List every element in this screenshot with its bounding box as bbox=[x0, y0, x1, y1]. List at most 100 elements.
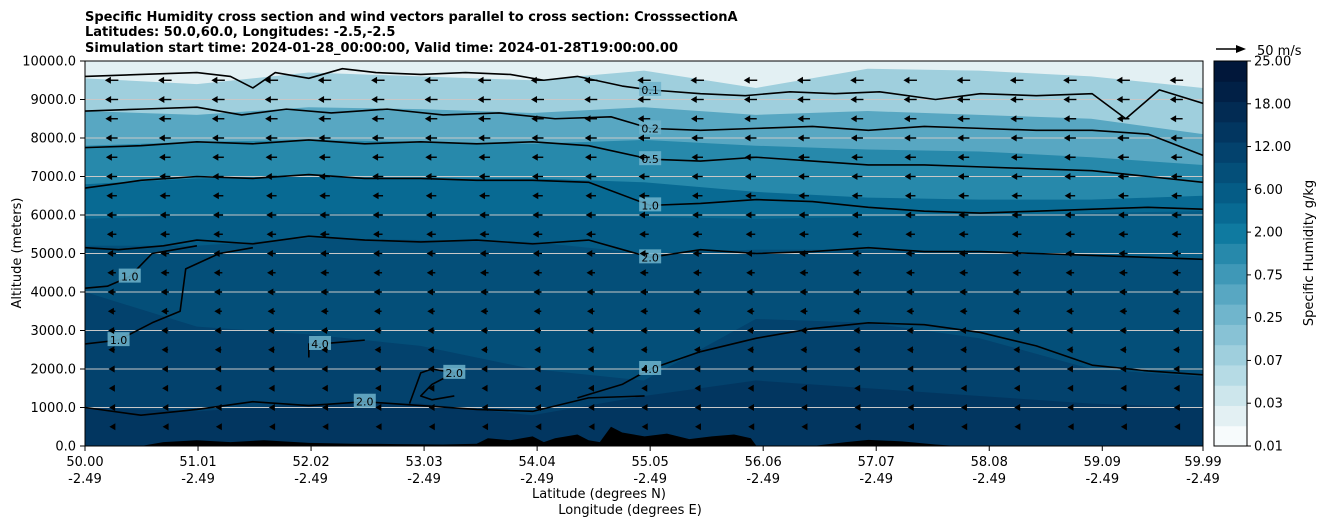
wind-vector-378 bbox=[104, 76, 119, 84]
wind-vector-376 bbox=[1116, 96, 1130, 103]
wind-vector-227 bbox=[1011, 230, 1022, 238]
contour-line-1 bbox=[85, 106, 1203, 157]
wind-vector-184 bbox=[959, 269, 968, 277]
wind-vector-138 bbox=[746, 307, 755, 315]
wind-vector-288 bbox=[904, 173, 916, 180]
wind-vector-370 bbox=[797, 96, 811, 103]
contour-label-bg-8 bbox=[309, 335, 332, 350]
y-tick-label-2: 2000.0 bbox=[31, 363, 77, 378]
wind-vector-58 bbox=[960, 384, 967, 392]
wind-vector-41 bbox=[1173, 404, 1180, 411]
title-line-3: Simulation start time: 2024-01-28_00:00:… bbox=[85, 41, 678, 56]
wind-vector-271 bbox=[1117, 192, 1129, 200]
contour-label-3: 1.0 bbox=[641, 199, 659, 212]
wind-vector-343 bbox=[478, 115, 491, 123]
wind-vector-69 bbox=[428, 365, 435, 373]
wind-vector-68 bbox=[374, 365, 381, 373]
wind-vector-372 bbox=[903, 96, 917, 103]
wind-vector-6 bbox=[428, 423, 435, 431]
wind-vector-77 bbox=[853, 365, 860, 373]
colorbar-tick-label-8: 18.00 bbox=[1254, 97, 1291, 112]
wind-vector-172 bbox=[320, 269, 329, 277]
wind-vector-373 bbox=[956, 96, 970, 103]
wind-vector-163 bbox=[959, 288, 968, 296]
wind-vector-150 bbox=[267, 288, 276, 296]
wind-vector-294 bbox=[105, 153, 118, 161]
wind-vector-391 bbox=[796, 76, 811, 84]
wind-vector-317 bbox=[212, 134, 225, 142]
wind-vector-225 bbox=[905, 230, 915, 238]
contour-label-bg-3 bbox=[639, 197, 662, 212]
x-tick-lat-6: 56.06 bbox=[745, 455, 782, 470]
wind-vector-125 bbox=[1172, 327, 1180, 334]
humidity-band-8 bbox=[85, 380, 1203, 446]
wind-vector-19 bbox=[1120, 423, 1127, 431]
wind-vector-367 bbox=[637, 96, 651, 103]
wind-vector-304 bbox=[638, 153, 650, 161]
wind-vector-192 bbox=[266, 250, 276, 257]
wind-vector-354 bbox=[1063, 115, 1077, 123]
wind-vector-329 bbox=[850, 134, 863, 142]
wind-vector-213 bbox=[266, 230, 277, 238]
wind-vector-71 bbox=[534, 365, 541, 373]
x-tick-lon-10: -2.49 bbox=[1186, 472, 1220, 487]
wind-vector-151 bbox=[320, 288, 329, 296]
wind-vector-302 bbox=[531, 153, 544, 161]
wind-vector-261 bbox=[585, 192, 597, 200]
wind-vector-38 bbox=[1014, 404, 1021, 411]
wind-vector-242 bbox=[692, 211, 703, 219]
contour-label-bg-7 bbox=[107, 332, 130, 347]
wind-vector-268 bbox=[958, 192, 969, 200]
wind-vector-132 bbox=[427, 307, 435, 315]
quiver-key-arrow-head bbox=[1236, 45, 1246, 53]
x-tick-lon-1: -2.49 bbox=[181, 472, 215, 487]
wind-vector-280 bbox=[478, 173, 490, 180]
y-tick-label-8: 8000.0 bbox=[31, 132, 77, 147]
wind-vector-379 bbox=[158, 76, 172, 84]
wind-vector-61 bbox=[1120, 384, 1127, 392]
x-tick-lat-3: 53.03 bbox=[405, 455, 442, 470]
wind-vector-241 bbox=[639, 211, 649, 219]
wind-vector-312 bbox=[1064, 153, 1076, 161]
wind-vector-236 bbox=[372, 211, 383, 219]
wind-vector-72 bbox=[587, 365, 594, 373]
wind-vector-92 bbox=[534, 346, 541, 354]
wind-vector-108 bbox=[267, 327, 275, 334]
wind-vector-233 bbox=[213, 211, 224, 219]
x-tick-lon-3: -2.49 bbox=[407, 472, 441, 487]
wind-vector-185 bbox=[1012, 269, 1021, 277]
wind-vector-88 bbox=[321, 346, 328, 354]
wind-vector-142 bbox=[959, 307, 968, 315]
wind-vector-37 bbox=[960, 404, 967, 411]
wind-vector-100 bbox=[960, 346, 967, 354]
wind-vector-126 bbox=[107, 307, 116, 315]
wind-vector-10 bbox=[641, 423, 648, 431]
wind-vector-135 bbox=[587, 307, 595, 315]
wind-vector-314 bbox=[1170, 153, 1183, 161]
wind-vector-398 bbox=[1169, 76, 1184, 84]
wind-vector-386 bbox=[530, 76, 545, 84]
terrain-silhouette bbox=[85, 426, 1203, 446]
title-line-2: Latitudes: 50.0,60.0, Longitudes: -2.5,-… bbox=[85, 25, 395, 40]
wind-vector-313 bbox=[1117, 153, 1129, 161]
contour-label-1: 0.2 bbox=[641, 122, 659, 135]
wind-vector-369 bbox=[743, 96, 757, 103]
wind-vector-286 bbox=[798, 173, 810, 180]
wind-vector-18 bbox=[1067, 423, 1074, 431]
wind-vector-159 bbox=[746, 288, 755, 296]
wind-vector-174 bbox=[426, 269, 436, 277]
wind-vector-226 bbox=[958, 230, 969, 238]
x-tick-lon-0: -2.49 bbox=[68, 472, 102, 487]
wind-vector-186 bbox=[1065, 269, 1075, 277]
wind-vector-371 bbox=[850, 96, 864, 103]
wind-vector-380 bbox=[211, 76, 225, 84]
wind-vector-275 bbox=[212, 173, 224, 180]
wind-vector-89 bbox=[374, 346, 382, 354]
wind-vector-201 bbox=[745, 250, 755, 257]
wind-vector-48 bbox=[428, 384, 435, 392]
wind-vector-5 bbox=[375, 423, 382, 431]
x-tick-lat-0: 50.00 bbox=[66, 455, 103, 470]
wind-vector-216 bbox=[426, 230, 436, 238]
wind-vector-107 bbox=[214, 327, 222, 334]
y-tick-label-6: 6000.0 bbox=[31, 209, 77, 224]
